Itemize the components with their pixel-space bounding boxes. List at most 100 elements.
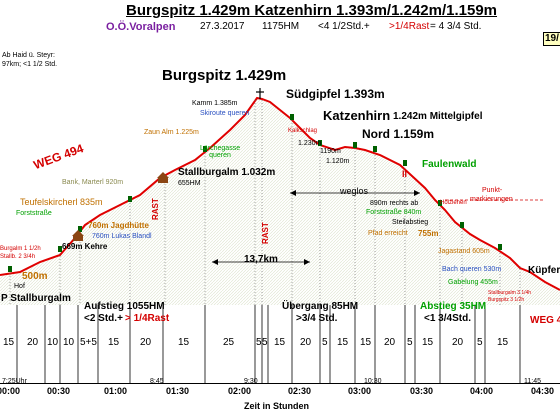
segment-label: 15: [108, 337, 120, 348]
markierungen-label: markierungen: [470, 196, 513, 203]
segment-label: 15: [337, 337, 349, 348]
clock-845: 8:45: [150, 378, 164, 385]
segment-label: 5+5: [80, 337, 97, 348]
jagastand-label: Jagastand 605m: [438, 248, 490, 255]
distance-label: 13,7km: [244, 254, 278, 265]
uebergang-time: >3/4 Std.: [296, 313, 338, 324]
kamm-label: Kamm 1.385m: [192, 100, 238, 107]
uebergang-label: Übergang 85HM: [282, 301, 359, 312]
segment-label: 10: [47, 337, 59, 348]
segment-label: 5: [322, 337, 328, 348]
hut-base: [158, 178, 168, 183]
segment-label: 5: [477, 337, 483, 348]
weglos-label: weglos: [340, 186, 369, 196]
segment-label: 25: [223, 337, 235, 348]
aufstieg-time: <2 Std.+: [84, 313, 123, 324]
hut-icon: [72, 230, 84, 236]
nord-label: Nord 1.159m: [362, 127, 435, 141]
axis-title: Zeit in Stunden: [244, 401, 309, 411]
clock-start: 7:25Uhr: [2, 378, 27, 385]
bank-label: Bank, Marterl 920m: [62, 179, 124, 186]
axis-tick: 04:30: [531, 386, 555, 396]
katzenhirn-label: Katzenhirn: [323, 108, 391, 123]
axis-tick: 02:30: [288, 386, 312, 396]
clock-930: 9:30: [244, 378, 258, 385]
region-label: O.Ö.Voralpen: [106, 21, 176, 33]
roman-two-label: II: [402, 169, 408, 179]
m890-label: 890m rechts ab: [370, 200, 419, 207]
axis-tick: 04:00: [470, 386, 494, 396]
segment-label: 15: [497, 337, 509, 348]
segment-label: 20: [140, 337, 152, 348]
duration-label: <4 1/2Std.+: [318, 21, 370, 32]
rest-label: >1/4Rast: [389, 21, 430, 32]
parking-label: P Stallburgalm: [1, 293, 71, 304]
bach-label: Bach queren 530m: [442, 266, 502, 273]
m1230-label: 1.230m: [298, 140, 322, 147]
stallburgalm-label: Stallburgalm 1.032m: [178, 167, 276, 178]
stallburgalm-note-1: Stallburgalm 3 1/4h: [488, 290, 532, 296]
lukas-label: 760m Lukas Blandl: [92, 233, 152, 240]
hoelzlehen-label: Hölzlehen: [440, 200, 467, 206]
page-corner-label: 19/: [543, 32, 560, 46]
mittelgipfel-label: 1.242m Mittelgipfel: [393, 111, 483, 122]
diagram-title: Burgspitz 1.429m Katzenhirn 1.393m/1.242…: [126, 2, 498, 19]
segment-label: 15: [422, 337, 434, 348]
total-label: = 4 3/4 Std.: [430, 21, 482, 32]
segment-label: 15: [3, 337, 15, 348]
axis-tick: 01:00: [104, 386, 128, 396]
aufstieg-rest: > 1/4Rast: [125, 313, 170, 324]
alt655-label: 655HM: [178, 180, 201, 187]
m1120-label: 1.120m: [326, 158, 350, 165]
profile-line: [0, 96, 560, 291]
segment-label: 5: [262, 337, 268, 348]
hof-label: Hof: [14, 283, 25, 290]
skiroute-label: Skiroute queren: [200, 110, 250, 117]
marker-lines: [9, 100, 521, 305]
waypoint-markers: [8, 114, 502, 272]
segment-grid: [16, 305, 521, 383]
zaunalm-label: Zaun Alm 1.225m: [144, 129, 199, 136]
axis-tick: 01:30: [166, 386, 190, 396]
time-axis-line: [0, 383, 560, 384]
steilabstieg-label: Steilabstieg: [392, 219, 429, 226]
axis-tick: 00:30: [47, 386, 71, 396]
segment-label: 10: [63, 337, 75, 348]
m500-label: 500m: [22, 271, 48, 282]
segment-label: 20: [452, 337, 464, 348]
hut-icon: [157, 172, 169, 178]
burgspitz-label: Burgspitz 1.429m: [162, 67, 287, 84]
pfaderreicht-label: Pfad erreicht: [368, 230, 408, 237]
teufelskircherl-label: Teufelskircherl 835m: [20, 197, 103, 207]
aufstieg-label: Aufstieg 1055HM: [84, 301, 165, 312]
m1190-label: 1190m: [320, 148, 341, 155]
weg4-label: WEG 4: [530, 315, 560, 326]
date-label: 27.3.2017: [200, 21, 245, 32]
kalkschlag-label: Kalkschlag: [288, 128, 318, 134]
segment-label: 15: [274, 337, 286, 348]
kehre-label: 669m Kehre: [62, 242, 108, 251]
segment-label: 5: [407, 337, 413, 348]
jagdhuette-label: 760m Jagdhütte: [88, 221, 149, 230]
punkt-label: Punkt-: [482, 187, 503, 194]
segment-label: 20: [300, 337, 312, 348]
segment-label: 15: [178, 337, 190, 348]
stallb-label: Stallb. 2 3/4h: [0, 254, 36, 260]
segment-label: 20: [384, 337, 396, 348]
profile-area: [0, 98, 560, 305]
faulenwald-label: Faulenwald: [422, 159, 477, 170]
axis-tick: 03:00: [348, 386, 372, 396]
axis-tick: 03:30: [410, 386, 434, 396]
stallburgalm-note-2: Burgspitz 3 1/2h: [488, 297, 525, 303]
gabelung-label: Gabelung 455m: [448, 279, 498, 286]
segment-label: 20: [27, 337, 39, 348]
segment-label: 5: [256, 337, 262, 348]
note-line-2: 97km; <1 1/2 Std.: [2, 61, 58, 68]
axis-tick: 00:00: [0, 386, 21, 396]
larchegasse-label: Lärchegasse queren: [200, 145, 241, 159]
forststrasse-label: Forststraße: [16, 210, 52, 217]
kupferner-label: Küpferne: [528, 265, 560, 276]
suedgipfel-label: Südgipfel 1.393m: [286, 87, 385, 101]
